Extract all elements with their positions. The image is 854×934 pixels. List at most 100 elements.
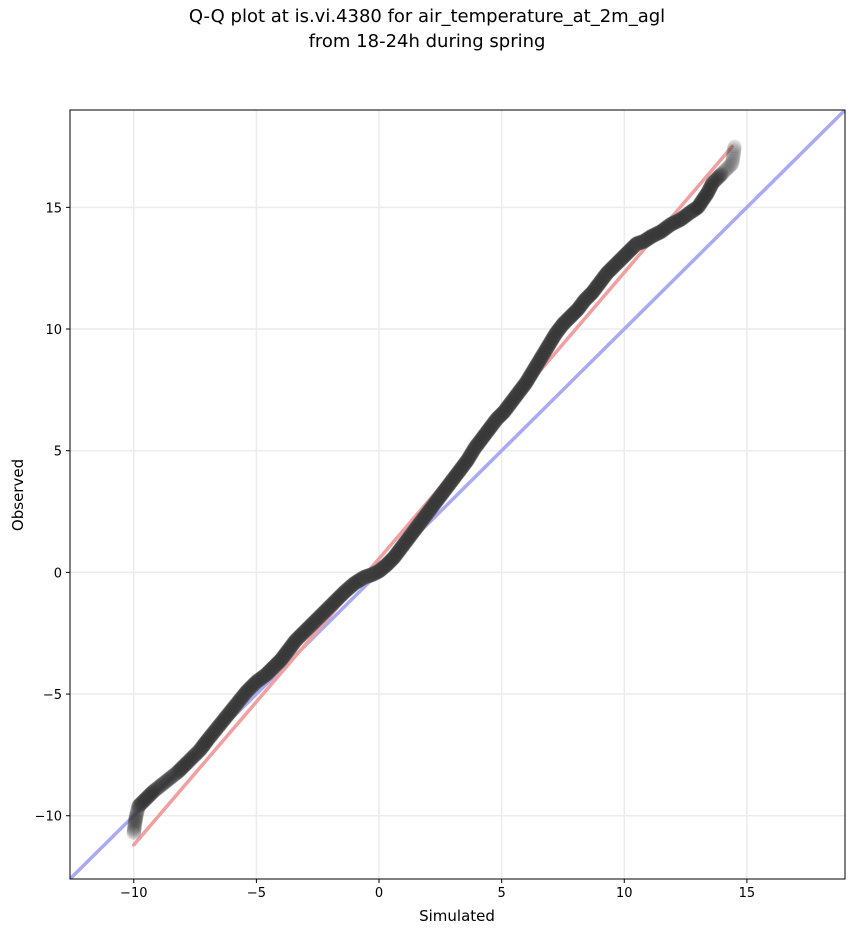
quantile-point bbox=[580, 289, 596, 305]
quantile-point bbox=[466, 442, 482, 458]
quantile-point bbox=[363, 567, 379, 583]
quantile-point bbox=[421, 504, 437, 520]
quantile-point bbox=[726, 141, 742, 157]
quantile-point bbox=[197, 736, 213, 752]
quantile-point bbox=[417, 508, 433, 524]
quantile-point bbox=[301, 619, 317, 635]
quantile-point bbox=[127, 814, 143, 830]
quantile-point bbox=[549, 323, 565, 339]
quantile-point bbox=[193, 741, 209, 757]
quantile-point bbox=[344, 577, 360, 593]
quantile-point bbox=[512, 383, 528, 399]
quantile-point bbox=[148, 781, 164, 797]
quantile-point bbox=[658, 220, 674, 236]
quantile-point bbox=[300, 620, 316, 636]
quantile-point bbox=[137, 792, 153, 808]
quantile-point bbox=[165, 768, 181, 784]
quantile-point bbox=[155, 776, 171, 792]
quantile-point bbox=[252, 671, 268, 687]
quantile-point bbox=[424, 499, 440, 515]
quantile-point bbox=[573, 297, 589, 313]
quantile-point bbox=[558, 313, 574, 329]
quantile-point bbox=[126, 822, 142, 838]
quantile-point bbox=[722, 158, 738, 174]
quantile-point bbox=[641, 230, 657, 246]
quantile-point bbox=[444, 473, 460, 489]
quantile-point bbox=[159, 772, 175, 788]
quantile-point bbox=[695, 192, 711, 208]
quantile-point bbox=[566, 305, 582, 321]
quantile-point bbox=[545, 330, 561, 346]
quantile-point bbox=[598, 266, 614, 282]
quantile-point bbox=[492, 407, 508, 423]
quantile-point bbox=[557, 314, 573, 330]
quantile-point bbox=[287, 634, 303, 650]
quantile-point bbox=[700, 185, 716, 201]
quantile-point bbox=[446, 471, 462, 487]
quantile-point bbox=[479, 424, 495, 440]
y-tick-label: −5 bbox=[43, 688, 62, 703]
quantile-point bbox=[428, 494, 444, 510]
quantile-point bbox=[225, 700, 241, 716]
quantile-point bbox=[392, 541, 408, 557]
quantile-point bbox=[262, 663, 278, 679]
quantile-point bbox=[207, 723, 223, 739]
quantile-point bbox=[196, 737, 212, 753]
quantile-point bbox=[253, 670, 269, 686]
quantile-point bbox=[323, 597, 339, 613]
quantile-point bbox=[293, 628, 309, 644]
quantile-point bbox=[562, 309, 578, 325]
quantile-point bbox=[311, 609, 327, 625]
quantile-point bbox=[171, 763, 187, 779]
quantile-point bbox=[541, 337, 557, 353]
quantile-point bbox=[164, 769, 180, 785]
quantile-point bbox=[520, 372, 536, 388]
quantile-point bbox=[471, 434, 487, 450]
quantile-point bbox=[590, 277, 606, 293]
quantile-point bbox=[379, 556, 395, 572]
quantile-point bbox=[631, 235, 647, 251]
quantile-point bbox=[141, 788, 157, 804]
quantile-point bbox=[391, 542, 407, 558]
quantile-point bbox=[717, 163, 733, 179]
quantile-point bbox=[483, 418, 499, 434]
quantile-point bbox=[480, 423, 496, 439]
quantile-point bbox=[366, 566, 382, 582]
quantile-point bbox=[354, 571, 370, 587]
quantile-point bbox=[202, 729, 218, 745]
quantile-point bbox=[698, 187, 714, 203]
quantile-point bbox=[395, 538, 411, 554]
quantile-point bbox=[445, 472, 461, 488]
quantile-point bbox=[534, 349, 550, 365]
quantile-point bbox=[230, 694, 246, 710]
quantile-point bbox=[726, 143, 742, 159]
quantile-point bbox=[234, 690, 250, 706]
quantile-point bbox=[493, 406, 509, 422]
quantile-point bbox=[551, 321, 567, 337]
quantile-point bbox=[231, 693, 247, 709]
quantile-point bbox=[602, 262, 618, 278]
quantile-point bbox=[660, 218, 676, 234]
quantile-point bbox=[204, 726, 220, 742]
quantile-point bbox=[629, 236, 645, 252]
quantile-point bbox=[358, 569, 374, 585]
quantile-point bbox=[683, 204, 699, 220]
quantile-point bbox=[260, 665, 276, 681]
quantile-point bbox=[127, 816, 143, 832]
quantile-point bbox=[583, 286, 599, 302]
quantile-point bbox=[644, 228, 660, 244]
quantile-point bbox=[582, 287, 598, 303]
quantile-point bbox=[547, 327, 563, 343]
quantile-point bbox=[430, 491, 446, 507]
quantile-point bbox=[556, 315, 572, 331]
quantile-point bbox=[413, 513, 429, 529]
quantile-point bbox=[145, 783, 161, 799]
quantile-point bbox=[267, 657, 283, 673]
quantile-point bbox=[324, 596, 340, 612]
quantile-point bbox=[623, 241, 639, 257]
fit-line bbox=[132, 144, 734, 847]
quantile-point bbox=[458, 454, 474, 470]
quantile-point bbox=[283, 639, 299, 655]
quantile-point bbox=[133, 795, 149, 811]
quantile-point bbox=[612, 252, 628, 268]
